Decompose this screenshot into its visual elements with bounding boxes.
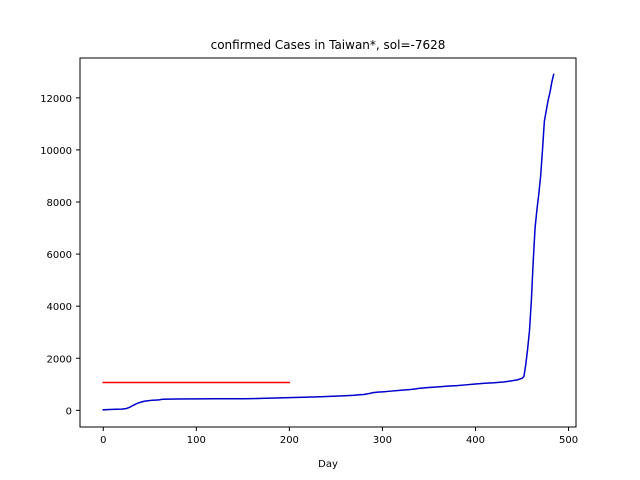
plot-frame — [79, 57, 577, 428]
y-tick-label: 4000 — [47, 302, 72, 313]
x-tick-label: 400 — [466, 435, 485, 446]
x-tick-label: 100 — [187, 435, 206, 446]
x-tick-label: 500 — [559, 435, 578, 446]
x-tick-label: 200 — [280, 435, 299, 446]
y-tick-label: 10000 — [40, 146, 72, 157]
x-axis-label: Day — [318, 459, 338, 470]
x-tick-label: 0 — [100, 435, 106, 446]
y-tick-label: 2000 — [47, 354, 72, 365]
y-tick-label: 8000 — [47, 198, 72, 209]
y-axis-ticks: 0 2000 4000 6000 8000 10000 12000 — [40, 94, 80, 417]
x-axis-ticks: 0 100 200 300 400 500 — [100, 427, 578, 446]
series-line-1 — [102, 73, 555, 411]
chart-title: confirmed Cases in Taiwan*, sol=-7628 — [211, 38, 446, 52]
x-tick-label: 300 — [373, 435, 392, 446]
y-tick-label: 6000 — [47, 250, 72, 261]
y-tick-label: 0 — [66, 406, 72, 417]
series-layer — [102, 73, 555, 411]
y-tick-label: 12000 — [40, 94, 72, 105]
